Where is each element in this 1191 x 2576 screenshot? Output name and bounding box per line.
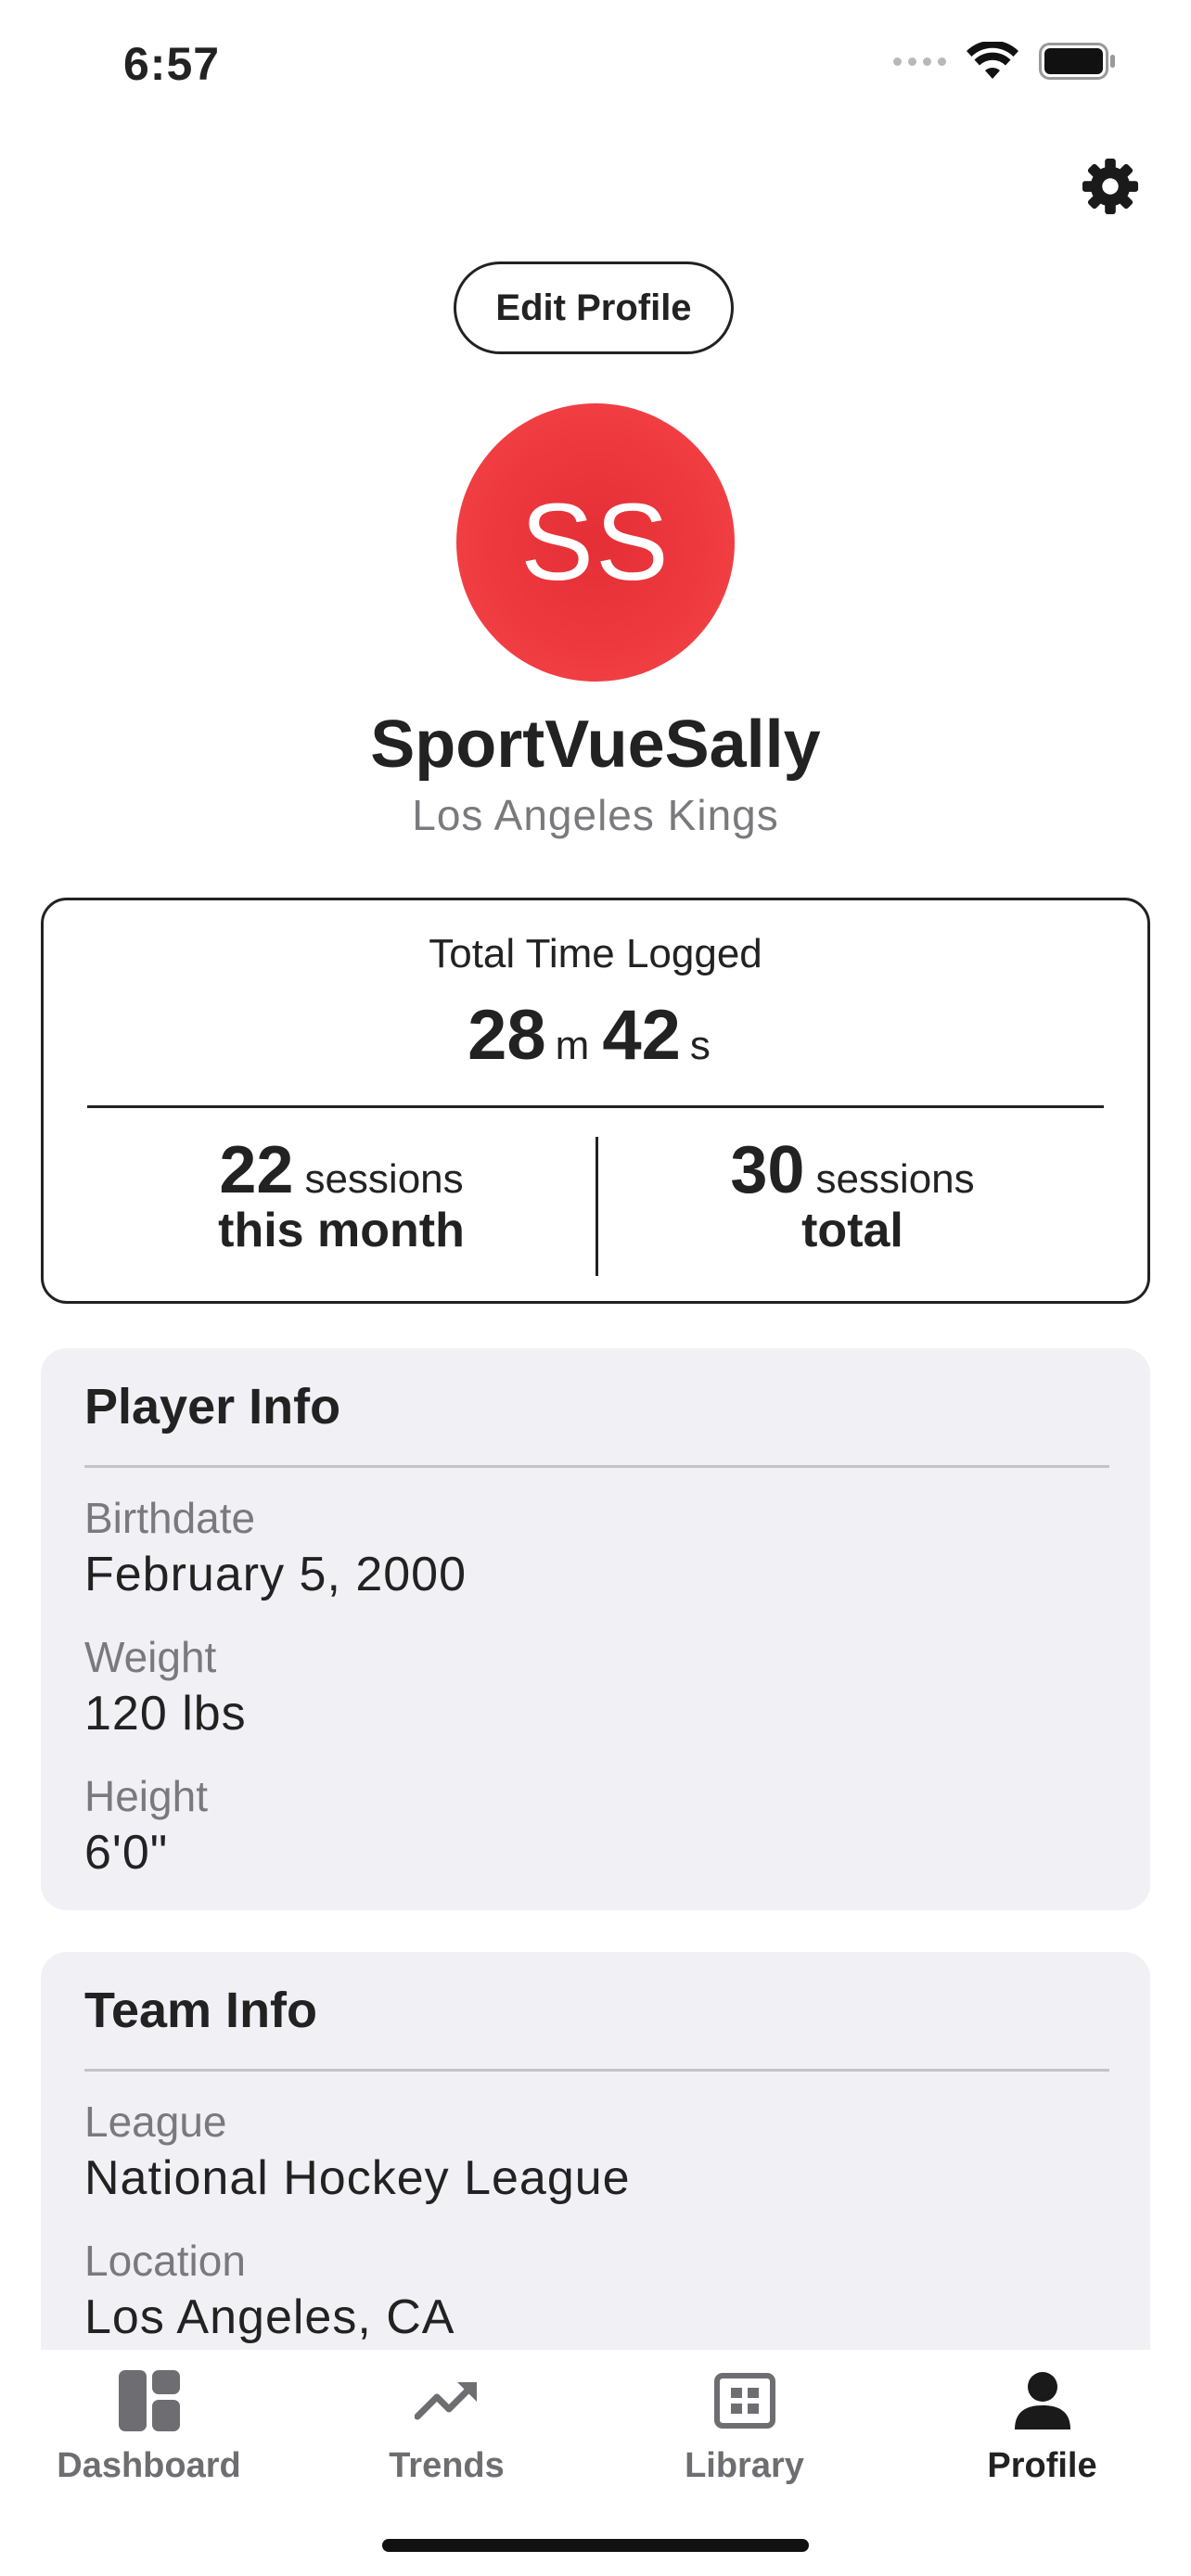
team-name: Los Angeles Kings [412, 791, 779, 839]
dashboard-icon [118, 2370, 180, 2431]
player-info-divider [84, 1465, 1109, 1468]
total-label: total [801, 1204, 903, 1257]
month-sessions-count: 22 [219, 1133, 294, 1207]
battery-icon [1039, 43, 1115, 80]
gear-icon[interactable] [1082, 158, 1139, 215]
edit-profile-button[interactable]: Edit Profile [454, 261, 734, 354]
stat-total: 30 sessions total [598, 1132, 1107, 1258]
wifi-icon [967, 42, 1018, 79]
team-info-divider [84, 2069, 1109, 2072]
height-label: Height [84, 1772, 208, 1820]
seconds-value: 42 [602, 996, 681, 1075]
tab-dashboard[interactable]: Dashboard [0, 2368, 298, 2517]
minutes-value: 28 [467, 996, 546, 1075]
month-sessions-unit: sessions [304, 1156, 464, 1202]
tab-trends[interactable]: Trends [298, 2368, 596, 2517]
stats-title: Total Time Logged [429, 931, 762, 976]
tab-library-label: Library [685, 2446, 804, 2485]
seconds-unit: s [689, 1023, 711, 1068]
tab-bar: Dashboard Trends Library Profile [0, 2350, 1191, 2576]
weight-label: Weight [84, 1633, 217, 1681]
league-label: League [84, 2098, 227, 2146]
home-indicator[interactable] [382, 2539, 809, 2552]
minutes-unit: m [555, 1023, 590, 1068]
avatar-initials: SS [520, 481, 671, 604]
weight-value: 120 lbs [84, 1687, 247, 1741]
birthdate-value: February 5, 2000 [84, 1548, 467, 1601]
stats-divider [87, 1105, 1104, 1108]
total-time-value: 28 m 42 s [44, 995, 1147, 1076]
player-info-title: Player Info [84, 1379, 341, 1435]
total-sessions-unit: sessions [815, 1156, 975, 1202]
total-sessions-count: 30 [730, 1133, 805, 1207]
library-icon [713, 2373, 775, 2429]
stat-this-month: 22 sessions this month [87, 1132, 596, 1258]
avatar: SS [456, 403, 735, 682]
birthdate-label: Birthdate [84, 1494, 256, 1542]
location-label: Location [84, 2237, 246, 2285]
stats-card: Total Time Logged 28 m 42 s 22 sessions this… [41, 898, 1150, 1304]
team-info-title: Team Info [84, 1983, 318, 2038]
player-info-card: Player Info Birthdate February 5, 2000 W… [41, 1348, 1150, 1910]
stats-vertical-divider [596, 1137, 598, 1276]
month-label: this month [218, 1204, 465, 1257]
height-value: 6'0" [84, 1826, 169, 1880]
tab-profile-label: Profile [987, 2446, 1097, 2485]
league-value: National Hockey League [84, 2151, 631, 2205]
signal-icon [893, 57, 946, 66]
tab-dashboard-label: Dashboard [57, 2446, 241, 2485]
tab-library[interactable]: Library [596, 2368, 893, 2517]
username: SportVueSally [370, 708, 821, 782]
profile-icon [1014, 2372, 1070, 2429]
tab-trends-label: Trends [389, 2446, 505, 2485]
status-icons [893, 42, 1117, 81]
status-time: 6:57 [123, 38, 221, 90]
trends-icon [414, 2382, 477, 2420]
location-value: Los Angeles, CA [84, 2290, 455, 2344]
tab-profile[interactable]: Profile [893, 2368, 1191, 2517]
